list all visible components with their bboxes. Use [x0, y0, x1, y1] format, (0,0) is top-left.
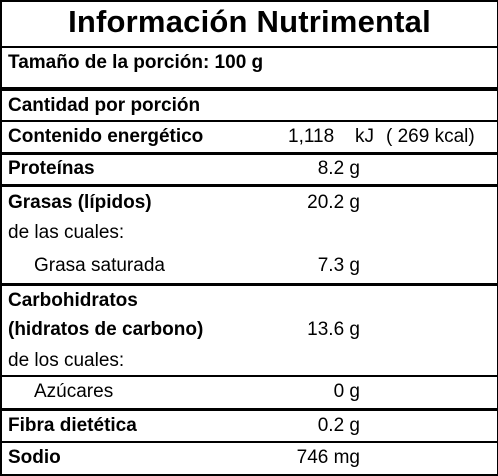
carbs-label: Carbohidratos: [8, 290, 138, 311]
fat-of-which-row: de las cuales:: [2, 218, 497, 247]
thick-divider: [2, 184, 497, 187]
fiber-row: Fibra dietética 0.2 g: [2, 411, 497, 440]
energy-label: Contenido energético: [8, 126, 204, 147]
per-serving-row: Cantidad por porción: [2, 91, 497, 120]
thick-divider: [2, 152, 497, 155]
divider: [2, 46, 497, 48]
fiber-label: Fibra dietética: [8, 415, 137, 436]
panel-title: Información Nutrimental: [68, 4, 431, 39]
energy-kj-value: 1,118: [288, 126, 335, 147]
divider: [2, 120, 497, 122]
sodium-value: 746 mg: [296, 447, 360, 468]
sugars-value: 0 g: [333, 381, 360, 402]
carbs-value: 13.6 g: [307, 319, 360, 340]
thick-divider: [2, 87, 497, 91]
sodium-label: Sodio: [8, 447, 61, 468]
protein-value: 8.2 g: [317, 158, 360, 179]
carbs-row-2: (hidratos de carbono) 13.6 g: [2, 315, 497, 344]
protein-row: Proteínas 8.2 g: [2, 154, 497, 183]
carbs-of-which-row: de los cuales:: [2, 346, 497, 375]
fat-value: 20.2 g: [307, 192, 360, 213]
per-serving-label: Cantidad por porción: [8, 95, 201, 116]
sugars-label: Azúcares: [34, 381, 114, 402]
sugars-row: Azúcares 0 g: [2, 377, 497, 406]
fiber-value: 0.2 g: [317, 415, 360, 436]
energy-row: Contenido energético 1,118 kJ ( 269 kcal…: [2, 122, 497, 151]
fat-of-which-label: de las cuales:: [8, 222, 125, 243]
sat-fat-row: Grasa saturada 7.3 g: [2, 251, 497, 280]
divider: [2, 375, 497, 377]
carbs-of-which-label: de los cuales:: [8, 350, 125, 371]
sat-fat-label: Grasa saturada: [34, 255, 165, 276]
divider: [2, 441, 497, 443]
energy-kcal: ( 269 kcal): [386, 126, 475, 147]
thick-divider: [2, 283, 497, 286]
serving-size: Tamaño de la porción: 100 g: [8, 52, 264, 73]
sat-fat-value: 7.3 g: [317, 255, 360, 276]
fat-label: Grasas (lípidos): [8, 192, 152, 213]
protein-label: Proteínas: [8, 158, 95, 179]
energy-kj-unit: kJ: [355, 126, 374, 147]
sodium-row: Sodio 746 mg: [2, 443, 497, 472]
thick-divider: [2, 408, 497, 411]
fat-row: Grasas (lípidos) 20.2 g: [2, 188, 497, 217]
carbs-row: Carbohidratos: [2, 286, 497, 315]
carbs-label-2: (hidratos de carbono): [8, 319, 204, 340]
